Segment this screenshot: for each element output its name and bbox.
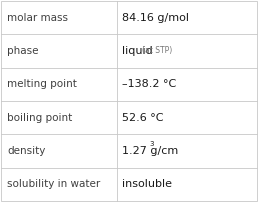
Text: liquid: liquid: [123, 46, 153, 56]
Text: –138.2 °C: –138.2 °C: [123, 79, 177, 89]
Text: 1.27 g/cm: 1.27 g/cm: [123, 146, 179, 156]
Text: insoluble: insoluble: [123, 179, 173, 189]
Text: (at STP): (at STP): [142, 46, 173, 56]
Text: solubility in water: solubility in water: [7, 179, 100, 189]
Text: 3: 3: [149, 141, 154, 147]
Text: boiling point: boiling point: [7, 113, 72, 123]
Text: phase: phase: [7, 46, 38, 56]
Text: 52.6 °C: 52.6 °C: [123, 113, 164, 123]
Text: 84.16 g/mol: 84.16 g/mol: [123, 13, 189, 23]
Text: density: density: [7, 146, 45, 156]
Text: molar mass: molar mass: [7, 13, 68, 23]
Text: melting point: melting point: [7, 79, 77, 89]
